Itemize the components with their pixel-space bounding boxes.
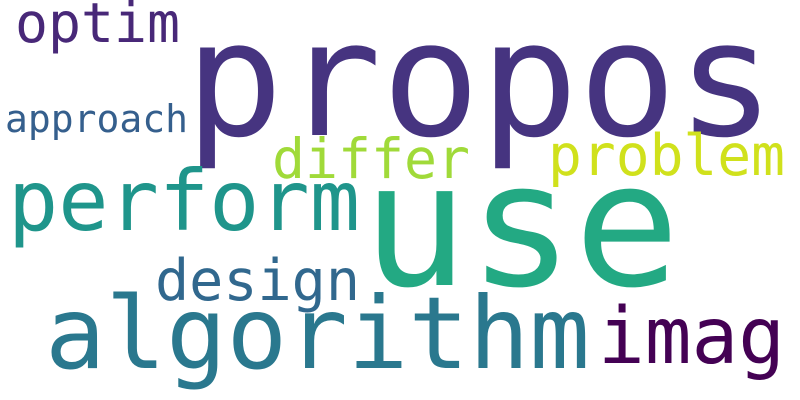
word: use xyxy=(362,125,680,326)
word: optim xyxy=(15,0,180,55)
word: problem xyxy=(548,123,785,189)
word: approach xyxy=(5,97,188,141)
word: imag xyxy=(598,292,785,382)
word: perform xyxy=(8,152,360,250)
word: differ xyxy=(272,127,470,191)
word: propos xyxy=(185,0,775,173)
word: design xyxy=(155,248,360,314)
word: algorithm xyxy=(45,275,590,392)
